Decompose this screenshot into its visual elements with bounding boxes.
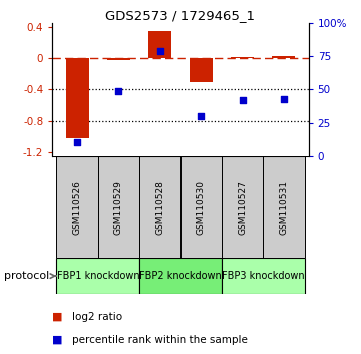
Bar [180, 156, 222, 258]
Bar [139, 258, 222, 294]
Bar [56, 258, 139, 294]
Point [157, 48, 163, 54]
Text: ■: ■ [52, 312, 63, 322]
Point [240, 97, 245, 103]
Text: ■: ■ [52, 335, 63, 345]
Bar [139, 156, 180, 258]
Bar [190, 58, 213, 81]
Text: GSM110527: GSM110527 [238, 179, 247, 235]
Text: GSM110529: GSM110529 [114, 179, 123, 235]
Bar [263, 156, 305, 258]
Bar [222, 156, 263, 258]
Text: FBP1 knockdown: FBP1 knockdown [57, 271, 139, 281]
Point [198, 113, 204, 119]
Text: FBP2 knockdown: FBP2 knockdown [139, 271, 222, 281]
Bar [98, 156, 139, 258]
Bar [56, 156, 98, 258]
Bar [107, 58, 130, 60]
Bar [231, 57, 254, 58]
Title: GDS2573 / 1729465_1: GDS2573 / 1729465_1 [105, 9, 256, 22]
Text: percentile rank within the sample: percentile rank within the sample [72, 335, 248, 345]
Text: GSM110526: GSM110526 [73, 179, 82, 235]
Text: log2 ratio: log2 ratio [72, 312, 122, 322]
Point [116, 88, 121, 93]
Bar [222, 258, 305, 294]
Text: FBP3 knockdown: FBP3 knockdown [222, 271, 304, 281]
Bar [273, 56, 295, 58]
Point [281, 96, 287, 102]
Text: GSM110530: GSM110530 [197, 179, 206, 235]
Text: GSM110528: GSM110528 [155, 179, 164, 235]
Bar [66, 58, 88, 138]
Bar [148, 31, 171, 58]
Text: protocol: protocol [4, 271, 49, 281]
Text: GSM110531: GSM110531 [279, 179, 288, 235]
Point [74, 139, 80, 145]
